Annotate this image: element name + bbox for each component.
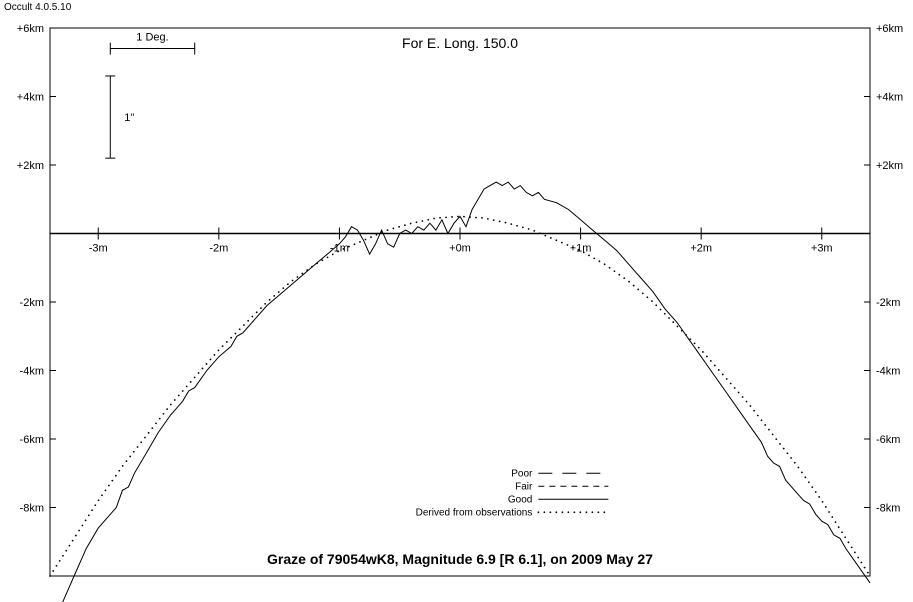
y-tick-label-left: -2km xyxy=(20,297,44,309)
y-tick-label-right: +6km xyxy=(876,23,903,35)
y-tick-label-left: -6km xyxy=(20,434,44,446)
y-tick-label-left: +6km xyxy=(17,23,44,35)
x-tick-label: -3m xyxy=(89,243,108,255)
graze-chart: -3m-2m-1m+0m+1m+2m+3m-8km-8km-6km-6km-4k… xyxy=(50,28,870,576)
legend-label: Derived from observations xyxy=(416,507,533,518)
x-tick-label: +3m xyxy=(811,243,833,255)
legend-label: Good xyxy=(508,494,532,505)
version-label: Occult 4.0.5.10 xyxy=(4,2,71,13)
x-tick-label: +0m xyxy=(449,243,471,255)
legend-label: Fair xyxy=(515,481,533,492)
legend-label: Poor xyxy=(511,468,533,479)
y-tick-label-right: -8km xyxy=(876,503,900,515)
y-tick-label-right: -6km xyxy=(876,434,900,446)
y-tick-label-right: +4km xyxy=(876,92,903,104)
y-tick-label-left: +4km xyxy=(17,92,44,104)
x-tick-label: +2m xyxy=(690,243,712,255)
chart-title: For E. Long. 150.0 xyxy=(402,35,518,51)
x-tick-label: -2m xyxy=(209,243,228,255)
derived-profile xyxy=(49,216,869,577)
chart-subtitle: Graze of 79054wK8, Magnitude 6.9 [R 6.1]… xyxy=(267,551,653,567)
y-tick-label-right: -4km xyxy=(876,366,900,378)
x-tick-label: +1m xyxy=(570,243,592,255)
y-tick-label-left: -8km xyxy=(20,503,44,515)
y-tick-label-left: +2km xyxy=(17,160,44,172)
y-tick-label-right: -2km xyxy=(876,297,900,309)
y-tick-label-left: -4km xyxy=(20,366,44,378)
scale-deg-label: 1 Deg. xyxy=(136,32,168,44)
y-tick-label-right: +2km xyxy=(876,160,903,172)
scale-arcsec-label: 1" xyxy=(124,112,134,124)
